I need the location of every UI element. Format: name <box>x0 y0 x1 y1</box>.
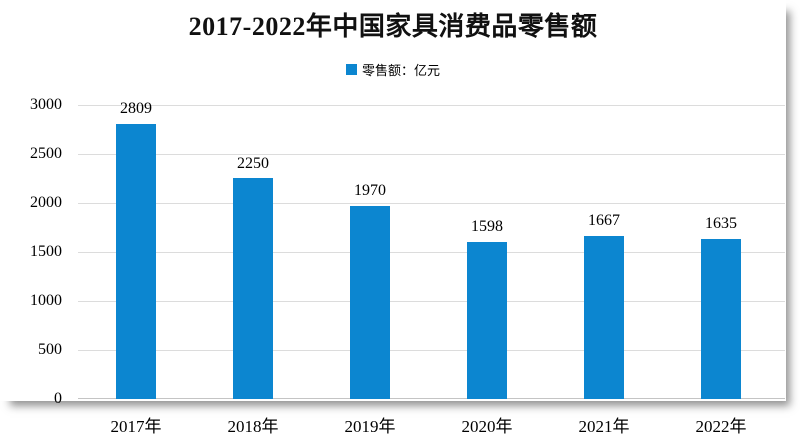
y-tick-label: 2500 <box>30 145 62 162</box>
bar-2017年 <box>116 124 156 399</box>
bar-value-label: 1970 <box>354 182 386 199</box>
gridline <box>78 252 785 253</box>
chart-card: 2017-2022年中国家具消费品零售额 零售额：亿元 0 500 1000 1500… <box>0 12 786 407</box>
bar-value-label: 2809 <box>120 100 152 117</box>
legend-label: 零售额：亿元 <box>361 62 440 78</box>
gridline <box>78 203 785 204</box>
y-tick-label: 0 <box>54 390 62 407</box>
bar-value-label: 1598 <box>471 218 503 235</box>
x-tick-label: 2019年 <box>344 417 396 436</box>
x-tick-label: 2020年 <box>461 417 513 436</box>
y-tick-label: 1000 <box>30 292 62 309</box>
y-tick-label: 2000 <box>30 194 62 211</box>
bar-value-label: 1667 <box>588 212 620 229</box>
bar-value-label: 1635 <box>705 215 737 232</box>
y-tick-label: 1500 <box>30 243 62 260</box>
chart-legend: 零售额：亿元 <box>0 60 786 78</box>
x-tick-label: 2017年 <box>110 417 162 436</box>
gridline <box>78 154 785 155</box>
x-axis-category-labels: 2017年 2018年 2019年 2020年 2021年 2022年 <box>78 412 785 436</box>
bar-2022年 <box>701 239 741 399</box>
gridline <box>78 105 785 106</box>
bar-2019年 <box>350 206 390 399</box>
x-tick-label: 2021年 <box>578 417 630 436</box>
plot-area: 2809 2250 1970 1598 1667 1635 <box>78 100 785 399</box>
x-tick-label: 2018年 <box>227 417 279 436</box>
gridline <box>78 301 785 302</box>
x-tick-label: 2022年 <box>695 417 747 436</box>
bar-2018年 <box>233 178 273 399</box>
y-tick-label: 500 <box>38 341 62 358</box>
gridline <box>78 350 785 351</box>
chart-title: 2017-2022年中国家具消费品零售额 <box>188 12 598 41</box>
y-tick-label: 3000 <box>30 96 62 113</box>
bar-2021年 <box>584 236 624 399</box>
bar-value-label: 2250 <box>237 155 269 172</box>
bar-2020年 <box>467 242 507 399</box>
legend-square-marker <box>345 63 357 75</box>
x-axis-line <box>78 398 785 399</box>
